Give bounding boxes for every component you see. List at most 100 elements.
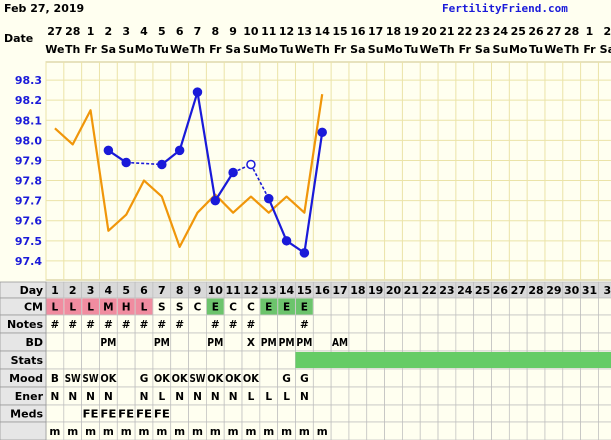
cm-cell-fill (260, 298, 278, 315)
table-cell (562, 421, 581, 440)
ener-value: N (140, 391, 149, 403)
temperature-point[interactable] (228, 167, 238, 178)
meds-value: FE (100, 409, 116, 421)
table-cell (402, 368, 421, 388)
ener-value: L (158, 391, 165, 403)
temperature-point[interactable] (281, 236, 292, 246)
misc-value: m (210, 426, 221, 438)
date-cell: 7 (194, 25, 202, 38)
table-cell (562, 297, 581, 316)
misc-value: m (121, 426, 132, 438)
table-cell (580, 386, 599, 406)
table-cell (330, 368, 350, 388)
cm-cell-fill (135, 298, 153, 315)
cm-cell-fill (117, 298, 135, 315)
day-number-cell: 14 (279, 284, 295, 297)
y-tick-label: 97.5 (15, 235, 42, 248)
temperature-point[interactable] (210, 195, 221, 206)
cm-value: S (158, 302, 166, 314)
day-number-cell: 10 (208, 284, 224, 297)
temperature-point[interactable] (246, 159, 256, 170)
misc-value: m (85, 426, 96, 438)
table-cell (598, 314, 611, 334)
table-cell (330, 404, 350, 423)
cm-value: C (229, 302, 237, 314)
day-number-cell: 30 (564, 284, 580, 297)
row-labels: Day CM Notes BD Stats Mood Ener Meds Date (0, 32, 47, 440)
table-cell (330, 421, 350, 440)
site-link[interactable]: FertilityFriend.com (442, 2, 568, 15)
table-cell (384, 368, 403, 388)
row-label-stats: Stats (11, 354, 44, 367)
weekday-cell: Su (243, 43, 259, 56)
table-cell (116, 350, 136, 370)
temperature-point[interactable] (264, 193, 274, 204)
cm-value: H (122, 302, 131, 314)
table-cell (508, 314, 528, 334)
table-cell (45, 332, 65, 352)
day-number-cell: 5 (122, 284, 130, 297)
table-cell (384, 386, 403, 406)
cm-cell-fill (206, 298, 224, 315)
table-cell (366, 314, 385, 334)
table-cell (366, 332, 385, 352)
table-cell (491, 314, 510, 334)
table-cell (455, 368, 475, 388)
table-cell (170, 332, 189, 352)
notes-value: # (140, 319, 149, 331)
day-number-cell: 26 (493, 284, 509, 297)
temperature-point[interactable] (299, 248, 310, 258)
table-cell (348, 297, 368, 316)
temperature-point[interactable] (103, 145, 114, 156)
day-number-cell: 27 (511, 284, 526, 297)
cm-value: L (87, 302, 94, 314)
cm-value: L (69, 302, 76, 314)
temperature-point[interactable] (157, 159, 167, 170)
temperature-point[interactable] (192, 87, 203, 97)
mood-value: SW (83, 373, 99, 385)
temperature-segment (214, 171, 235, 202)
table-cell (455, 421, 475, 440)
table-cell (63, 350, 82, 370)
table-cell (580, 314, 599, 334)
cm-value: L (52, 302, 59, 314)
table-cell (473, 297, 492, 316)
table-cell (473, 404, 492, 423)
table-cell (437, 386, 457, 406)
date-cell: 2 (105, 25, 113, 38)
table-cell (312, 314, 332, 334)
table-cell (99, 350, 118, 370)
date-cell: 24 (493, 25, 509, 38)
temperature-segment (250, 164, 270, 199)
table-cell (241, 404, 261, 423)
bd-value: X (247, 337, 255, 349)
ener-value: N (68, 391, 77, 403)
table-cell (526, 386, 546, 406)
weekday-cell: Mo (135, 43, 154, 56)
temperature-point[interactable] (121, 157, 131, 168)
table-cell (152, 350, 172, 370)
day-number-cell: 8 (176, 284, 184, 297)
table-cell (508, 297, 528, 316)
table-cell (330, 386, 350, 406)
table-cell (544, 368, 564, 388)
mood-value: OK (172, 373, 189, 385)
table-cell (544, 332, 564, 352)
weekday-cell: Th (190, 43, 205, 56)
notes-value: # (68, 319, 77, 331)
date-cell: 23 (475, 25, 490, 38)
table-cell (277, 314, 296, 334)
table-cell (312, 368, 332, 388)
ener-value: N (193, 391, 202, 403)
date-cell: 11 (261, 25, 276, 38)
date-cell: 27 (546, 25, 561, 38)
table-cell (63, 332, 82, 352)
day-number-cell: 22 (421, 284, 436, 297)
table-cell (544, 386, 564, 406)
temperature-point[interactable] (317, 127, 327, 138)
table-cell (508, 332, 528, 352)
table-cell (419, 421, 439, 440)
misc-value: m (49, 426, 60, 438)
temperature-point[interactable] (174, 145, 185, 156)
day-number-cell: 20 (386, 284, 402, 297)
